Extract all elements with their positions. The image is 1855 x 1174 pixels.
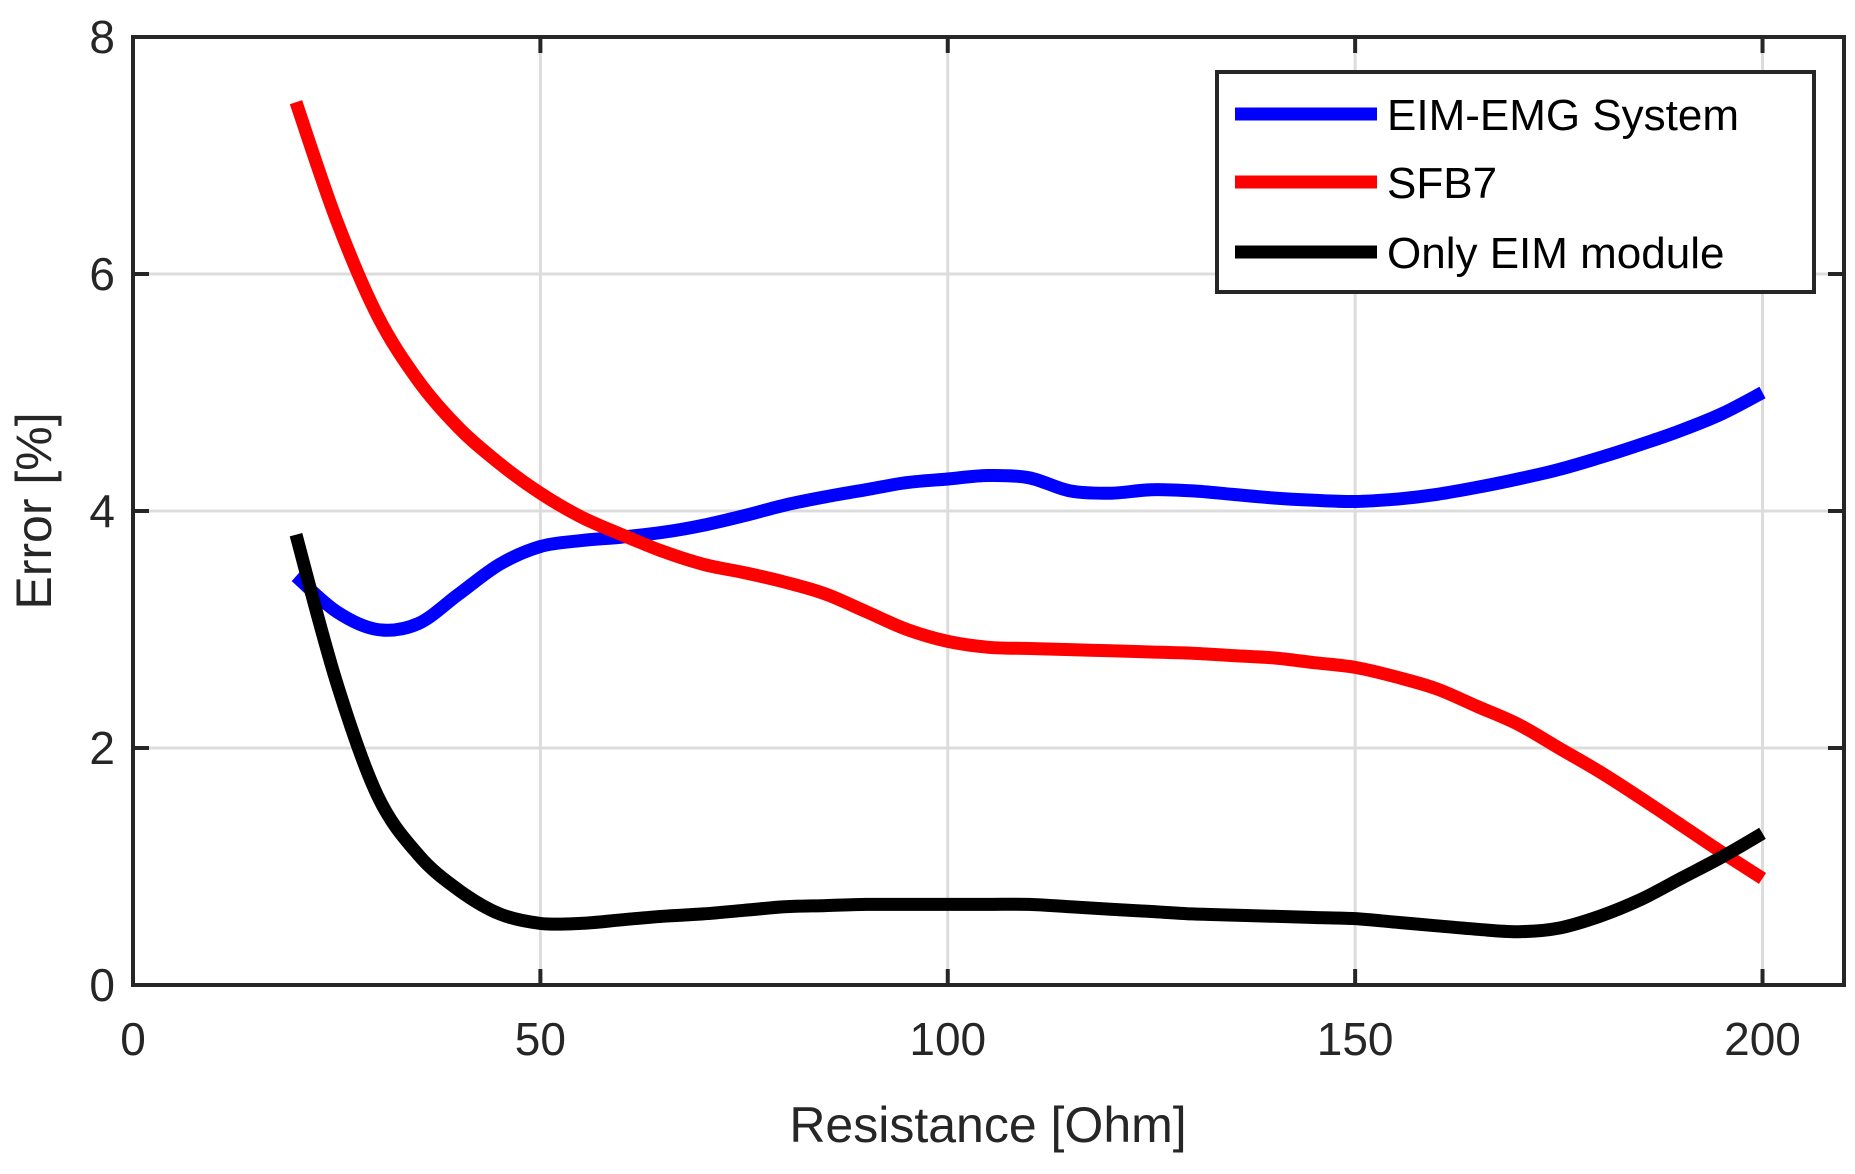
legend: EIM-EMG System SFB7 Only EIM module (1215, 70, 1816, 294)
x-tick-label: 150 (1317, 1013, 1394, 1065)
y-tick-label: 6 (89, 248, 115, 300)
x-tick-label: 0 (120, 1013, 146, 1065)
y-tick-label: 2 (89, 722, 115, 774)
tick-labels: 0 50 100 150 200 0 2 4 6 8 (89, 11, 1800, 1065)
x-tick-label: 200 (1724, 1013, 1801, 1065)
x-tick-label: 100 (909, 1013, 986, 1065)
y-tick-label: 0 (89, 959, 115, 1011)
series-layer (289, 100, 1767, 939)
x-tick-label: 50 (515, 1013, 566, 1065)
legend-label-eim-emg-system: EIM-EMG System (1387, 91, 1739, 140)
series-line-sfb7 (289, 100, 1767, 884)
legend-label-sfb7: SFB7 (1387, 159, 1497, 208)
y-axis-label: Error [%] (6, 412, 62, 609)
y-tick-label: 4 (89, 485, 115, 537)
y-tick-label: 8 (89, 11, 115, 63)
x-axis-label: Resistance [Ohm] (789, 1097, 1186, 1153)
series-line-only-eim-module (289, 532, 1766, 939)
legend-label-only-eim-module: Only EIM module (1387, 229, 1724, 278)
series-line-eim-emg-system (291, 386, 1766, 637)
tick-marks (131, 35, 1844, 987)
